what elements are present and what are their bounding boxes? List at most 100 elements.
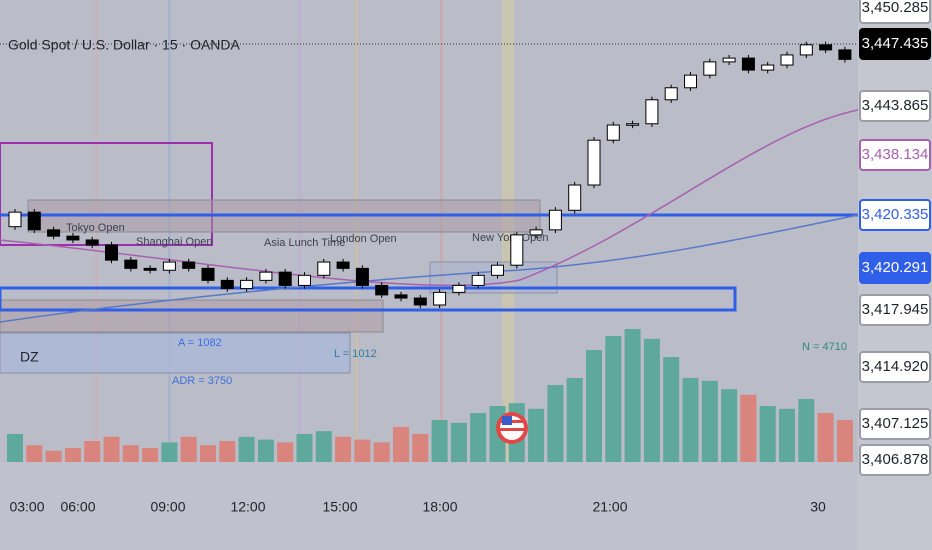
price-label: 3,438.134 <box>862 146 929 163</box>
volume-bar <box>103 436 120 462</box>
volume-bar <box>238 436 255 462</box>
price-label: 3,406.878 <box>862 451 929 468</box>
price-label-box <box>859 252 931 284</box>
candle-body <box>143 267 157 271</box>
candle-body <box>838 49 852 60</box>
candle-body <box>741 57 755 71</box>
candle-body <box>8 211 22 228</box>
price-label-box <box>859 444 931 476</box>
annotation: DZ <box>20 349 39 365</box>
candle-body <box>722 57 736 63</box>
candle-body <box>317 261 331 276</box>
candle-body <box>510 234 524 266</box>
candle-body <box>548 209 562 231</box>
moving-average <box>0 109 859 287</box>
candle-body <box>278 271 292 286</box>
price-label: 3,420.335 <box>862 206 929 223</box>
time-axis <box>0 462 858 550</box>
volume-bar <box>624 329 641 462</box>
price-label-box <box>859 408 931 440</box>
volume <box>7 329 853 462</box>
time-label: 21:00 <box>592 499 627 515</box>
volume-bar <box>45 450 62 462</box>
price-label: 3,420.291 <box>862 259 929 276</box>
chart-title: Gold Spot / U.S. Dollar · 15 · OANDA <box>8 37 241 53</box>
volume-bar <box>64 448 81 462</box>
volume-bar <box>450 422 467 462</box>
volume-bar <box>528 408 545 462</box>
candle-body <box>355 267 369 286</box>
time-label: 09:00 <box>150 499 185 515</box>
annotation: Tokyo Open <box>66 222 125 234</box>
annotation: ADR = 3750 <box>172 375 232 387</box>
candle-body <box>336 261 350 269</box>
candle-body <box>664 87 678 101</box>
candle-body <box>780 54 794 66</box>
price-label-box <box>859 351 931 383</box>
candle-body <box>645 99 659 125</box>
candle-body <box>47 229 61 237</box>
candle-body <box>452 284 466 293</box>
time-labels: 03:00 06:00 09:00 12:00 15:00 18:00 21:00 30 <box>9 499 826 515</box>
annotation: N = 4710 <box>802 341 847 353</box>
candles <box>8 41 852 309</box>
time-label: 18:00 <box>422 499 457 515</box>
candle-body <box>27 211 41 231</box>
volume-bar <box>470 413 487 462</box>
candle-body <box>529 229 543 236</box>
zone-box <box>0 286 737 312</box>
time-label: 03:00 <box>9 499 44 515</box>
candle-body <box>105 244 118 261</box>
candle-body <box>124 259 138 269</box>
volume-bar <box>412 434 429 462</box>
volume-bar <box>354 439 371 462</box>
candle-body <box>394 294 408 299</box>
price-label: 3,443.865 <box>862 97 929 114</box>
volume-bar <box>817 413 834 462</box>
volume-bar <box>740 394 757 462</box>
price-label-box <box>859 199 931 231</box>
price-label-box <box>859 0 931 24</box>
volume-bar <box>161 442 178 462</box>
candle-body <box>182 261 196 269</box>
candle-body <box>703 61 717 76</box>
annotation: London Open <box>330 233 397 245</box>
zone-box <box>0 299 384 333</box>
volume-bar <box>200 445 216 462</box>
volume-bar <box>547 385 564 462</box>
time-label: 30 <box>810 499 826 515</box>
volume-bar <box>373 442 390 462</box>
volume-bar <box>643 338 660 462</box>
annotations: Tokyo Open Shanghai Open Asia Lunch Time… <box>20 222 847 387</box>
price-label-box <box>859 294 931 326</box>
candle-body <box>568 184 582 211</box>
candle-body <box>587 139 601 186</box>
candle-body <box>240 279 254 290</box>
price-label-box <box>859 90 931 122</box>
volume-bar <box>605 336 622 462</box>
annotation: Asia Lunch Time <box>264 237 345 249</box>
candle-body <box>298 274 311 286</box>
candle-body <box>413 297 427 306</box>
price-label-box <box>859 139 931 171</box>
candle-body <box>684 74 697 89</box>
candle-body <box>491 264 504 276</box>
volume-bar <box>798 399 815 462</box>
candle-body <box>220 279 234 290</box>
price-label: 3,417.945 <box>862 301 929 318</box>
candle-body <box>433 291 447 306</box>
annotation: L = 1012 <box>334 348 377 360</box>
volume-bar <box>315 431 332 462</box>
volume-bar <box>26 445 43 462</box>
volume-bar <box>122 445 139 462</box>
candle-body <box>66 235 80 241</box>
volume-bar <box>701 380 718 462</box>
volume-bar <box>257 439 274 462</box>
annotation: Shanghai Open <box>136 236 212 248</box>
volume-bar <box>335 436 352 462</box>
volume-bar <box>142 448 159 462</box>
volume-bar <box>296 434 313 462</box>
candle-body <box>606 124 620 141</box>
volume-bar <box>393 427 409 462</box>
